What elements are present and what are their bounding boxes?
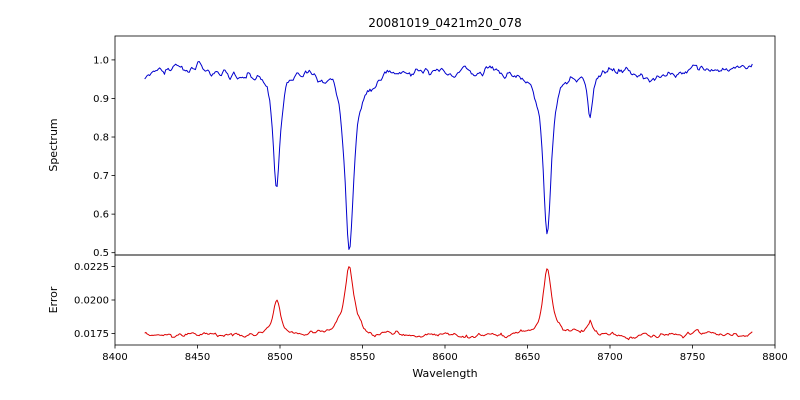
x-tick-label: 8450	[185, 352, 210, 363]
x-tick-label: 8700	[597, 352, 622, 363]
y-tick-label: 0.0225	[74, 262, 109, 273]
spectrum-line	[144, 61, 753, 250]
x-tick-label: 8750	[680, 352, 705, 363]
x-tick-label: 8400	[102, 352, 127, 363]
x-tick-label: 8600	[432, 352, 457, 363]
x-tick-label: 8500	[267, 352, 292, 363]
y-tick-label: 0.9	[93, 94, 109, 105]
plot-area: 1.0 0.9 0.8 0.7 0.6 0.5 0.0225 0.0200 0.0175 8400…	[74, 35, 788, 363]
x-tick-label: 8550	[350, 352, 375, 363]
spectrum-axes-frame	[114, 35, 776, 256]
x-tick-label: 8650	[515, 352, 540, 363]
error-axes-frame	[114, 254, 776, 346]
y-tick-label: 0.8	[93, 133, 109, 144]
spectrum-y-axis-label: Spectrum	[47, 118, 60, 171]
chart-title: 20081019_0421m20_078	[368, 16, 521, 30]
x-axis-label: Wavelength	[412, 367, 477, 380]
y-tick-label: 1.0	[93, 55, 109, 66]
error-y-axis-label: Error	[47, 286, 60, 313]
y-tick-label: 0.6	[93, 210, 109, 221]
y-tick-label: 0.0200	[74, 296, 109, 307]
y-tick-label: 0.5	[93, 248, 109, 259]
y-tick-label: 0.0175	[74, 329, 109, 340]
x-tick-label: 8800	[762, 352, 787, 363]
error-line	[144, 266, 753, 341]
y-tick-label: 0.7	[93, 171, 109, 182]
